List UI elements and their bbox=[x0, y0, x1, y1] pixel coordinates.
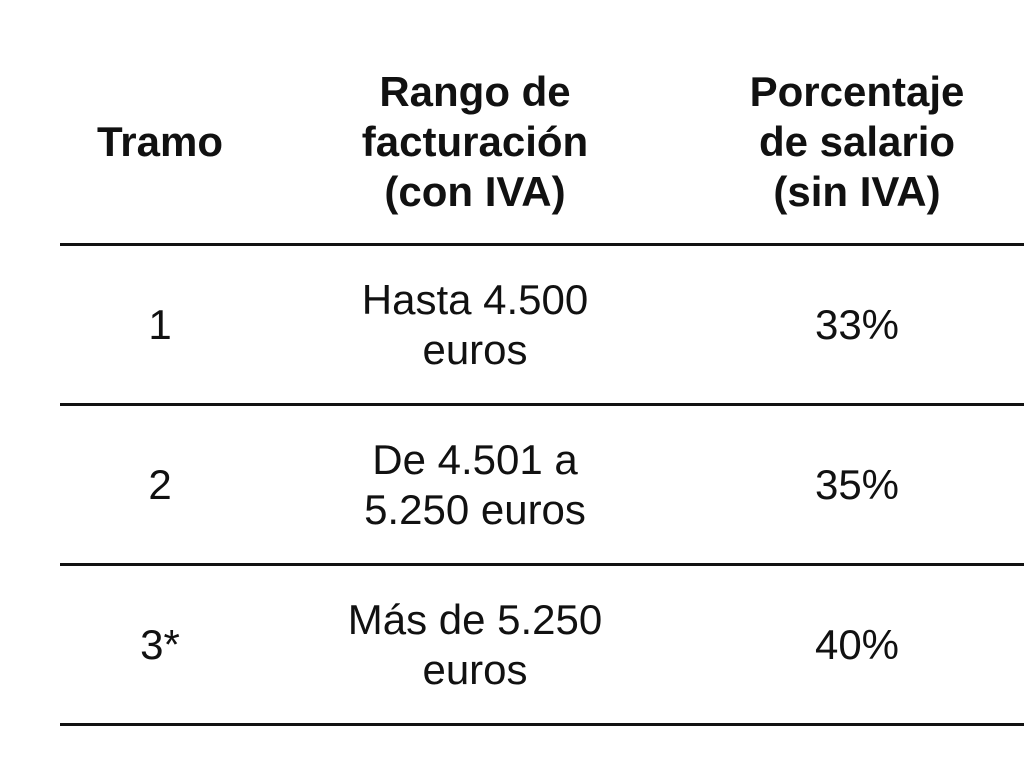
header-text: Rango de facturación (con IVA) bbox=[361, 67, 589, 215]
cell: 3* bbox=[60, 566, 260, 723]
cell-text: 33% bbox=[814, 300, 900, 348]
table-row: 2 De 4.501 a 5.250 euros 35% bbox=[60, 406, 1024, 566]
cell: Más de 5.250 euros bbox=[260, 566, 690, 723]
cell-text: 1 bbox=[148, 300, 172, 348]
header-cell: Rango de facturación (con IVA) bbox=[260, 40, 690, 243]
header-row: Tramo Rango de facturación (con IVA) Por… bbox=[60, 40, 1024, 246]
table-row: 3* Más de 5.250 euros 40% bbox=[60, 566, 1024, 726]
cell: 2 bbox=[60, 406, 260, 563]
cell-text: 35% bbox=[814, 460, 900, 508]
header-cell: Porcentaje de salario (sin IVA) bbox=[690, 40, 1024, 243]
cell: 40% bbox=[690, 566, 1024, 723]
cell-text: Más de 5.250 euros bbox=[347, 595, 603, 693]
cell: Hasta 4.500 euros bbox=[260, 246, 690, 403]
cell-text: 40% bbox=[814, 620, 900, 668]
table-row: 1 Hasta 4.500 euros 33% bbox=[60, 246, 1024, 406]
header-text: Tramo bbox=[96, 117, 224, 165]
cell-text: De 4.501 a 5.250 euros bbox=[364, 435, 586, 533]
header-cell: Tramo bbox=[60, 40, 260, 243]
cell: 1 bbox=[60, 246, 260, 403]
header-text: Porcentaje de salario (sin IVA) bbox=[749, 67, 965, 215]
cell: 33% bbox=[690, 246, 1024, 403]
table: Tramo Rango de facturación (con IVA) Por… bbox=[60, 40, 1024, 726]
cell: De 4.501 a 5.250 euros bbox=[260, 406, 690, 563]
cell-text: 2 bbox=[148, 460, 172, 508]
cell-text: 3* bbox=[140, 620, 180, 668]
cell: 35% bbox=[690, 406, 1024, 563]
cell-text: Hasta 4.500 euros bbox=[361, 275, 589, 373]
